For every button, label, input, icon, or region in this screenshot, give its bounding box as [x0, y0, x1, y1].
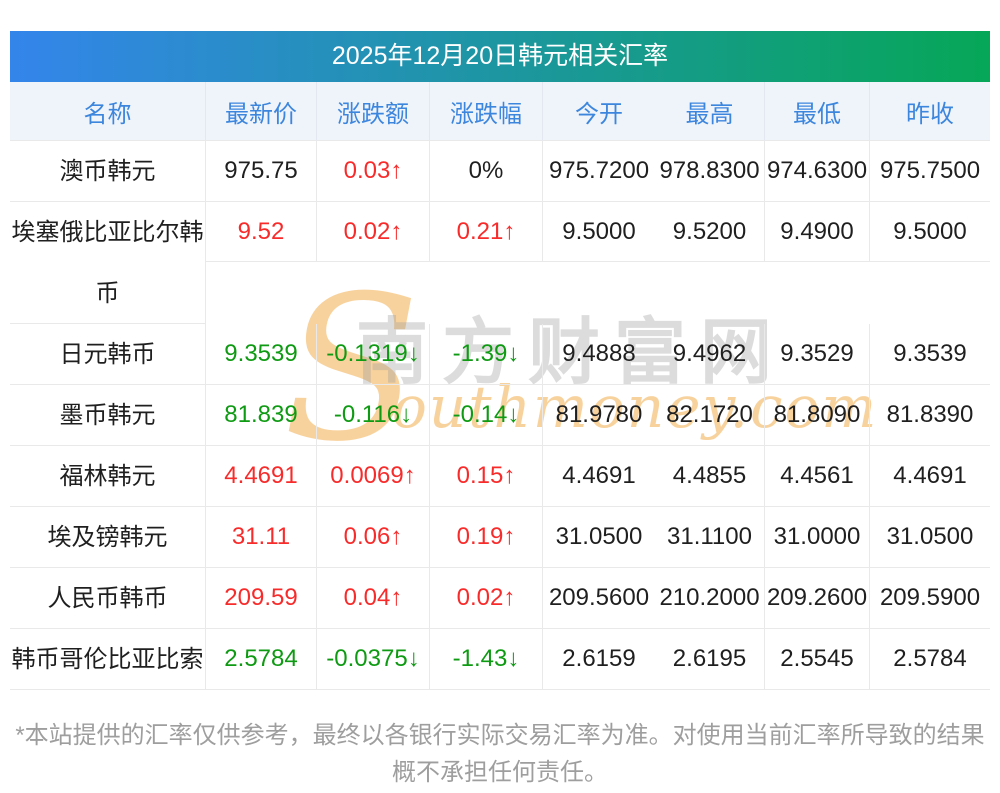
table-header-row: 名称 最新价 涨跌额 涨跌幅 今开 最高 最低 昨收 [10, 82, 990, 141]
value-cell: 209.5600 [543, 568, 655, 629]
content: 2025年12月20日韩元相关汇率 名称 最新价 涨跌额 涨跌幅 今开 最高 最… [10, 31, 990, 791]
value-cell: 0% [430, 141, 543, 202]
value-cell: 31.0500 [870, 507, 990, 568]
column-header-change: 涨跌额 [317, 82, 430, 141]
value-cell: 31.1100 [655, 507, 765, 568]
currency-name-cell: 福林韩元 [10, 446, 206, 507]
value-cell: 2.5784 [870, 629, 990, 690]
value-cell: 81.839 [206, 385, 317, 446]
value-cell: 975.75 [206, 141, 317, 202]
column-header-open: 今开 [543, 82, 655, 141]
value-cell: 4.4691 [206, 446, 317, 507]
column-header-change-pct: 涨跌幅 [430, 82, 543, 141]
value-cell: -0.0375↓ [317, 629, 430, 690]
value-cell: -1.43↓ [430, 629, 543, 690]
value-cell: 975.7200 [543, 141, 655, 202]
column-header-high: 最高 [655, 82, 765, 141]
currency-name-cell: 韩币哥伦比亚比索 [10, 629, 206, 690]
table-row: 人民币韩币 209.59 0.04↑ 0.02↑ 209.5600 210.2000 209… [10, 568, 990, 629]
value-cell: 4.4691 [870, 446, 990, 507]
value-cell: 9.4888 [543, 324, 655, 385]
value-cell: 31.11 [206, 507, 317, 568]
table-row: 埃及镑韩元 31.11 0.06↑ 0.19↑ 31.0500 31.1100 31.000… [10, 507, 990, 568]
value-cell: 31.0500 [543, 507, 655, 568]
table-row: 埃塞俄比亚比尔韩 币 9.52 0.02↑ 0.21↑ 9.5000 9.5200 9.49… [10, 202, 990, 324]
value-cell: 81.8090 [765, 385, 870, 446]
value-cell: 0.04↑ [317, 568, 430, 629]
value-cell: 82.1720 [655, 385, 765, 446]
value-cell: 210.2000 [655, 568, 765, 629]
value-cell: 31.0000 [765, 507, 870, 568]
value-cell: 0.02↑ [430, 568, 543, 629]
value-cell: -0.1319↓ [317, 324, 430, 385]
value-cell: 4.4561 [765, 446, 870, 507]
currency-name-cell: 埃及镑韩元 [10, 507, 206, 568]
table-row: 韩币哥伦比亚比索 2.5784 -0.0375↓ -1.43↓ 2.6159 2.6195… [10, 629, 990, 690]
value-cell: 0.19↑ [430, 507, 543, 568]
value-cell: 9.3529 [765, 324, 870, 385]
value-cell: 0.06↑ [317, 507, 430, 568]
value-cell: 81.9780 [543, 385, 655, 446]
value-cell: 81.8390 [870, 385, 990, 446]
value-cell: 2.6195 [655, 629, 765, 690]
currency-name-cell: 人民币韩币 [10, 568, 206, 629]
value-cell: 974.6300 [765, 141, 870, 202]
value-cell: 209.2600 [765, 568, 870, 629]
value-cell: 209.59 [206, 568, 317, 629]
currency-name-cell: 日元韩币 [10, 324, 206, 385]
column-header-low: 最低 [765, 82, 870, 141]
value-cell: 2.6159 [543, 629, 655, 690]
value-cell: 9.5000 [543, 202, 655, 262]
table-row: 澳币韩元 975.75 0.03↑ 0% 975.7200 978.8300 974.630… [10, 141, 990, 202]
page-title: 2025年12月20日韩元相关汇率 [10, 31, 990, 82]
value-cell: 209.5900 [870, 568, 990, 629]
value-cell: -0.116↓ [317, 385, 430, 446]
value-cell: 9.5000 [870, 202, 990, 262]
table-row: 日元韩币 9.3539 -0.1319↓ -1.39↓ 9.4888 9.4962 9.35… [10, 324, 990, 385]
currency-name-cell: 澳币韩元 [10, 141, 206, 202]
value-cell: 9.3539 [870, 324, 990, 385]
value-cell: 0.02↑ [317, 202, 430, 262]
value-cell: 9.5200 [655, 202, 765, 262]
column-header-prev-close: 昨收 [870, 82, 990, 141]
value-cell: 9.52 [206, 202, 317, 262]
value-cell: 4.4691 [543, 446, 655, 507]
value-cell: 0.03↑ [317, 141, 430, 202]
value-cell: -1.39↓ [430, 324, 543, 385]
value-cell: 2.5784 [206, 629, 317, 690]
column-header-name: 名称 [10, 82, 206, 141]
value-cell: 9.4962 [655, 324, 765, 385]
value-cell: 4.4855 [655, 446, 765, 507]
value-cell: 975.7500 [870, 141, 990, 202]
value-cell: -0.14↓ [430, 385, 543, 446]
disclaimer-text: *本站提供的汇率仅供参考，最终以各银行实际交易汇率为准。对使用当前汇率所导致的结… [15, 722, 985, 786]
column-header-latest: 最新价 [206, 82, 317, 141]
table-row: 福林韩元 4.4691 0.0069↑ 0.15↑ 4.4691 4.4855 4.4561… [10, 446, 990, 507]
currency-name-cell: 墨币韩元 [10, 385, 206, 446]
value-cell: 9.4900 [765, 202, 870, 262]
value-cell: 0.0069↑ [317, 446, 430, 507]
value-cell: 0.21↑ [430, 202, 543, 262]
value-cell: 9.3539 [206, 324, 317, 385]
table-body: 澳币韩元 975.75 0.03↑ 0% 975.7200 978.8300 974.630… [10, 141, 990, 690]
value-cell: 0.15↑ [430, 446, 543, 507]
table-row: 墨币韩元 81.839 -0.116↓ -0.14↓ 81.9780 82.1720 81.… [10, 385, 990, 446]
currency-name-cell: 埃塞俄比亚比尔韩 币 [10, 202, 206, 324]
value-cell: 2.5545 [765, 629, 870, 690]
rates-table: 名称 最新价 涨跌额 涨跌幅 今开 最高 最低 昨收 澳币韩元 975.75 0.0… [10, 82, 990, 690]
value-cell: 978.8300 [655, 141, 765, 202]
